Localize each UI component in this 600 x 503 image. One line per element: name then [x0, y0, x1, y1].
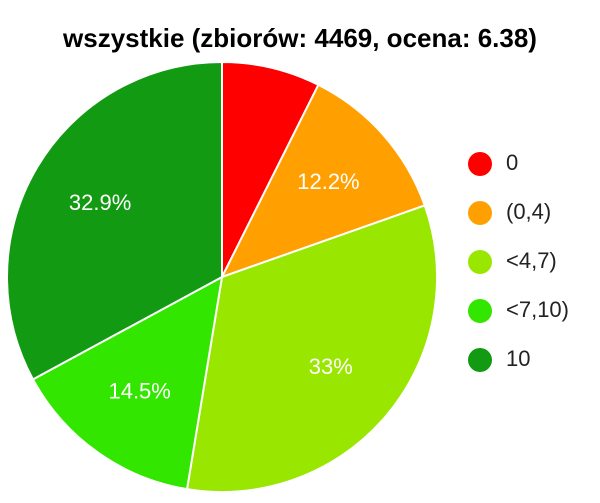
pie-slice: [185, 204, 438, 493]
pie-slice: [221, 60, 320, 278]
legend-label: <4,7): [506, 248, 557, 273]
pie-slice: [219, 83, 427, 279]
legend-label: 10: [506, 346, 530, 371]
legend-label: (0,4): [506, 199, 551, 224]
legend-label: <7,10): [506, 297, 569, 322]
legend-label: 0: [506, 150, 518, 175]
slice-label: 33%: [309, 354, 353, 379]
slice-label: 14.5%: [108, 378, 170, 403]
legend-swatch: [468, 299, 492, 323]
legend-swatch: [468, 201, 492, 225]
slice-label: 12.2%: [297, 169, 359, 194]
pie-slice: [31, 275, 224, 491]
legend-swatch: [468, 250, 492, 274]
pie-slice: [6, 60, 223, 381]
legend-swatch: [468, 348, 492, 372]
chart-title: wszystkie (zbiorów: 4469, ocena: 6.38): [62, 23, 537, 53]
slice-label: 32.9%: [69, 190, 131, 215]
legend-swatch: [468, 152, 492, 176]
